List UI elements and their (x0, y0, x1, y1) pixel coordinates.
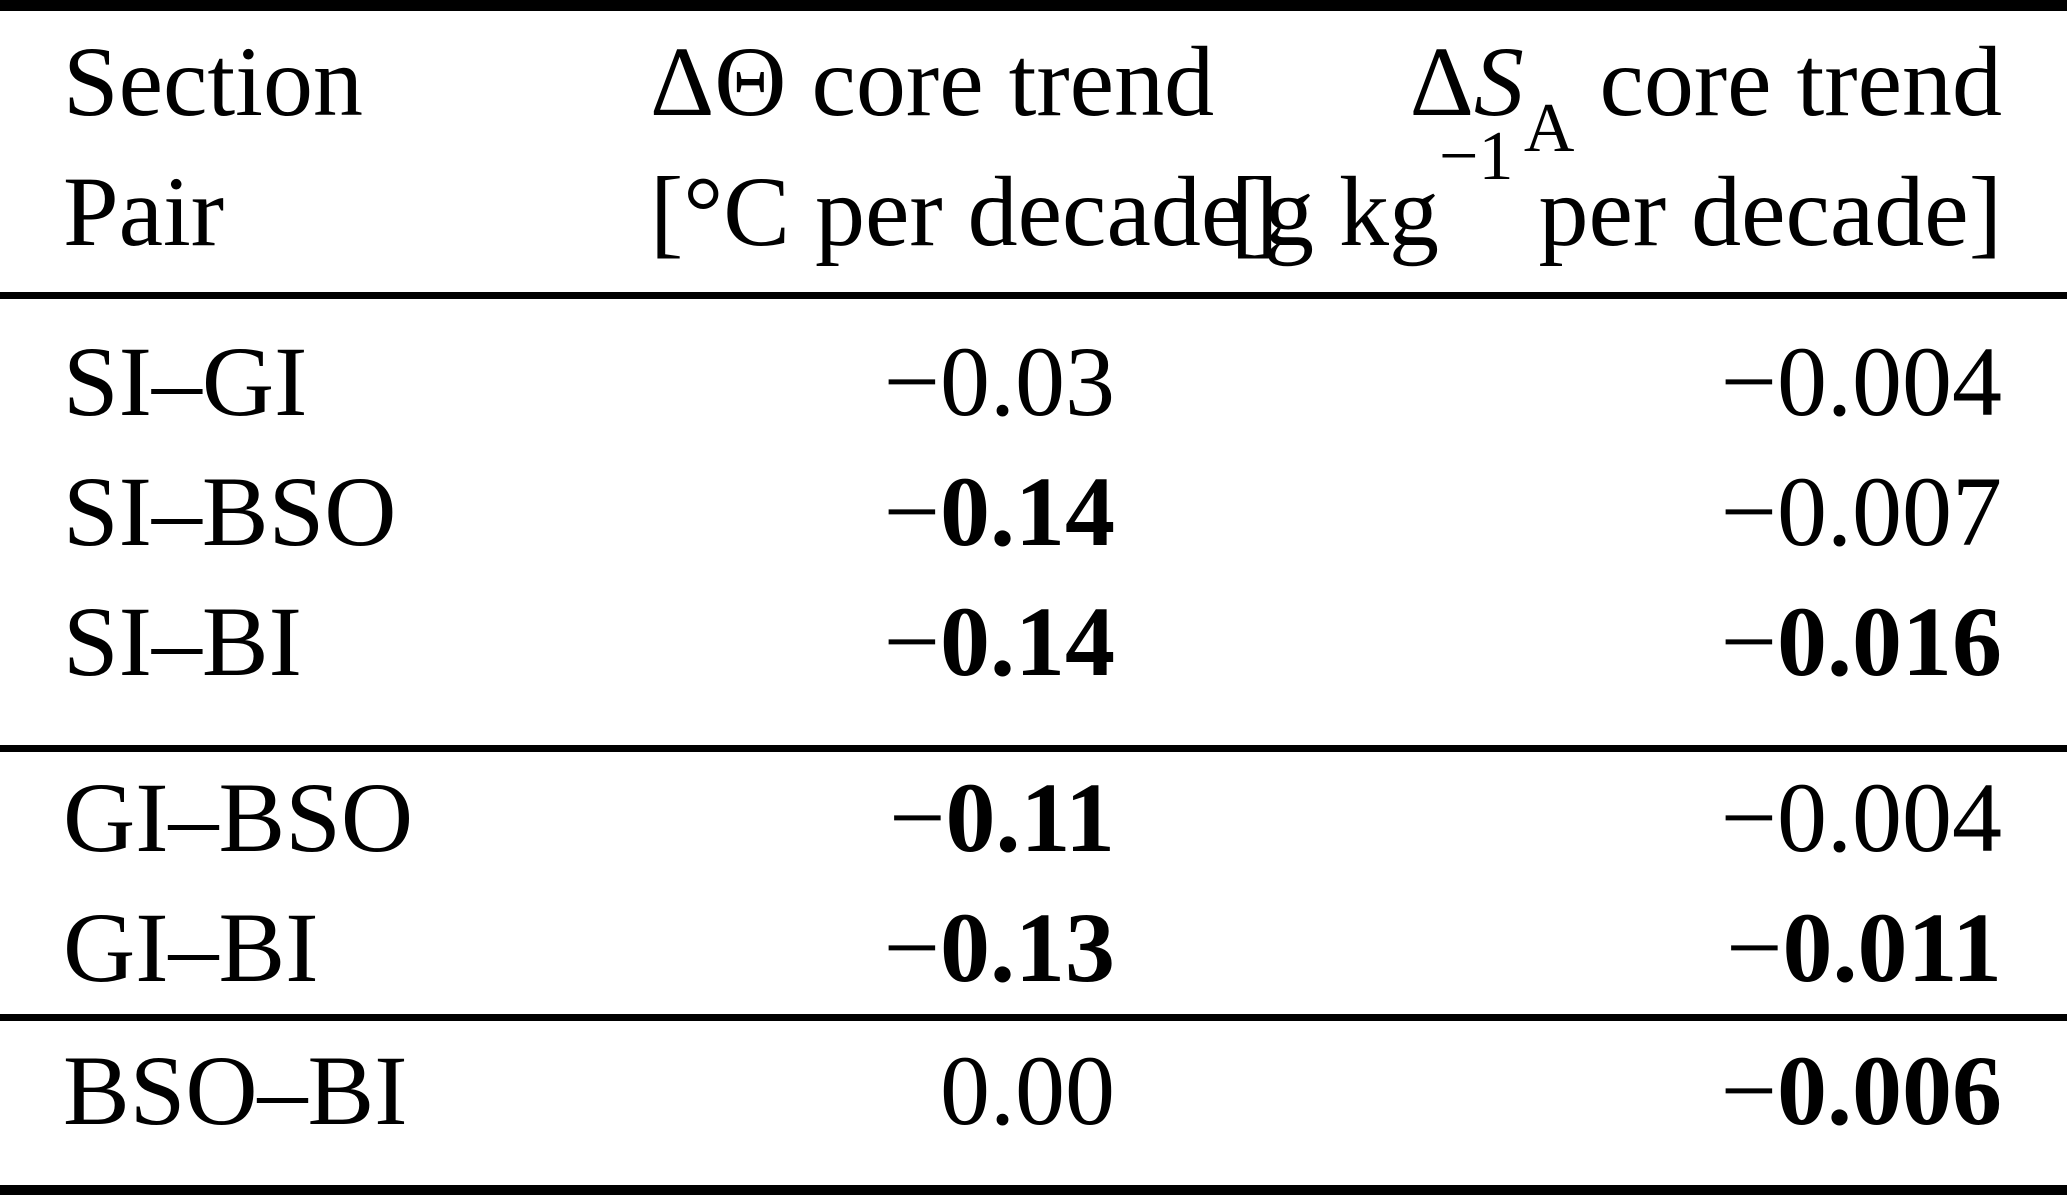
theta-trend-value: −0.14 (650, 577, 1115, 707)
sa-units-exponent: −1 (1438, 118, 1514, 196)
trend-number: 0.016 (1777, 586, 2002, 697)
theta-trend-value: −0.14 (650, 447, 1115, 577)
salinity-subscript: A (1523, 90, 1575, 168)
minus-sign: − (883, 586, 940, 697)
minus-sign: − (1720, 586, 1777, 697)
theta-trend-value: 0.00 (650, 1026, 1115, 1156)
delta-symbol: Δ (1409, 26, 1474, 137)
trend-number: 0.007 (1777, 456, 2002, 567)
minus-sign: − (889, 762, 946, 873)
header-sa-trend-rest: core trend (1574, 26, 2002, 137)
pair-label: SI–GI (63, 326, 308, 437)
trend-number: 0.11 (945, 762, 1115, 873)
header-pair: Pair (63, 156, 225, 267)
trend-number: 0.004 (1777, 326, 2002, 437)
minus-sign: − (883, 456, 940, 567)
trend-number: 0.011 (1782, 892, 2002, 1003)
trend-number: 0.006 (1777, 1035, 2002, 1146)
minus-sign: − (1720, 456, 1777, 567)
table-section-bso: BSO–BI 0.00 −0.006 (0, 1021, 2067, 1185)
sa-trend-value: −0.006 (1115, 1026, 2067, 1156)
minus-sign: − (883, 892, 940, 1003)
header-theta-units: [°C per decade] (650, 156, 1279, 267)
section-divider-rule (0, 745, 2067, 752)
minus-sign: − (1720, 1035, 1777, 1146)
section-divider-rule (0, 1014, 2067, 1021)
minus-sign: − (1720, 326, 1777, 437)
theta-trend-value: −0.03 (650, 317, 1115, 447)
theta-trend-value: −0.11 (650, 753, 1115, 883)
minus-sign: − (883, 326, 940, 437)
bottom-rule (0, 1185, 2067, 1195)
header-divider-rule (0, 292, 2067, 299)
pair-label: GI–BI (63, 892, 319, 1003)
table-header: Section ΔΘ core trend ΔSA core trend Pai… (0, 11, 2067, 292)
salinity-symbol: S (1473, 26, 1524, 137)
sa-trend-value: −0.007 (1115, 447, 2067, 577)
trend-number: 0.14 (940, 586, 1115, 697)
trend-number: 0.03 (940, 326, 1115, 437)
sa-units-post: per decade] (1513, 156, 2002, 267)
table-section-si: SI–GI −0.03 −0.004 SI–BSO −0.14 −0.007 SI–BI −0… (0, 299, 2067, 745)
header-sa-units: [g kg−1 per decade] (1115, 122, 2067, 277)
trend-number: 0.13 (940, 892, 1115, 1003)
top-rule (0, 0, 2067, 11)
pair-label: BSO–BI (63, 1035, 408, 1146)
theta-trend-value: −0.13 (650, 883, 1115, 1013)
table-section-gi: GI–BSO −0.11 −0.004 GI–BI −0.13 −0.011 (0, 752, 2067, 1014)
header-section: Section (63, 26, 363, 137)
pair-label: GI–BSO (63, 762, 414, 873)
sa-trend-value: −0.016 (1115, 577, 2067, 707)
trend-number: 0.14 (940, 456, 1115, 567)
minus-sign: − (1726, 892, 1783, 1003)
header-theta-trend: ΔΘ core trend (650, 26, 1215, 137)
pair-label: SI–BI (63, 586, 302, 697)
minus-sign: − (1720, 762, 1777, 873)
trend-number: 0.004 (1777, 762, 2002, 873)
pair-label: SI–BSO (63, 456, 397, 567)
sa-units-pre: [g kg (1230, 156, 1439, 267)
header-sa-trend: ΔSA core trend (1115, 17, 2067, 164)
sa-trend-value: −0.004 (1115, 753, 2067, 883)
sa-trend-value: −0.011 (1115, 883, 2067, 1013)
trend-number: 0.00 (940, 1035, 1115, 1146)
sa-trend-value: −0.004 (1115, 317, 2067, 447)
